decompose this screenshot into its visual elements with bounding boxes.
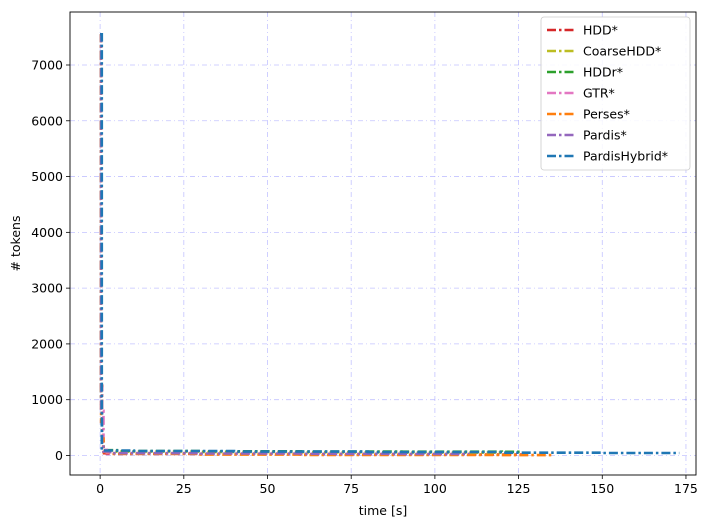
series-line-3 (99, 33, 524, 454)
series-line-6 (99, 33, 470, 456)
legend-label: HDD* (583, 23, 618, 38)
series-line-2 (99, 33, 517, 455)
legend-label: Pardis* (583, 128, 627, 143)
y-tick-label: 7000 (31, 57, 63, 72)
series-layer (99, 33, 680, 457)
legend-label: GTR* (583, 86, 615, 101)
series-line-1 (99, 33, 526, 456)
plot-area-frame (69, 11, 697, 476)
x-tick-label: 100 (423, 481, 447, 496)
legend: HDD* CoarseHDD* HDDr* GTR* Perses* Pardis* Par… (540, 16, 691, 171)
y-tick-label: 2000 (31, 336, 63, 351)
series-line-4 (99, 33, 470, 456)
x-tick-label: 25 (176, 481, 192, 496)
y-tick-label: 4000 (31, 225, 63, 240)
y-tick-label: 3000 (31, 281, 63, 296)
legend-label: Perses* (583, 107, 630, 122)
y-tick-label: 5000 (31, 169, 63, 184)
y-tick-label: 6000 (31, 113, 63, 128)
x-tick-label: 125 (507, 481, 531, 496)
y-axis-label: # tokens (8, 216, 23, 272)
legend-label: HDDr* (583, 65, 623, 80)
x-tick-label: 75 (343, 481, 359, 496)
legend-label: CoarseHDD* (583, 44, 661, 59)
x-tick-label: 0 (96, 481, 104, 496)
x-tick-label: 150 (590, 481, 614, 496)
tick-layer: 0 25 50 75 100 125 150 175 0 1000 2000 3000 4000 5000… (31, 57, 698, 496)
series-line-7 (100, 33, 680, 455)
legend-box (540, 16, 691, 171)
grid-layer (70, 12, 696, 475)
x-tick-label: 175 (674, 481, 698, 496)
series-line-5 (99, 33, 554, 457)
legend-label: PardisHybrid* (583, 149, 668, 164)
y-tick-label: 0 (55, 448, 63, 463)
x-axis-label: time [s] (359, 503, 407, 518)
y-tick-label: 1000 (31, 392, 63, 407)
x-tick-label: 50 (260, 481, 276, 496)
